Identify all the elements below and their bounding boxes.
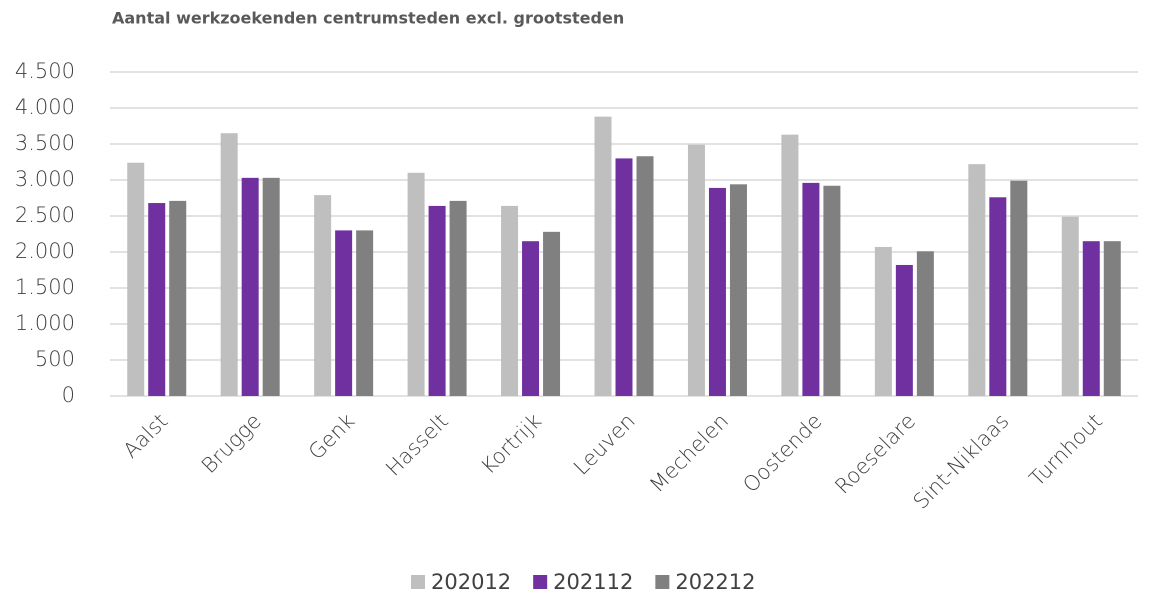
x-tick-label: Mechelen [645,409,733,497]
legend-swatch [411,575,425,589]
x-tick-label: Oostende [738,409,826,497]
bar [781,134,799,396]
y-tick-label: 1.000 [15,311,75,335]
bar [895,264,913,396]
bar [220,133,238,396]
legend-label: 202012 [431,570,511,594]
bar [262,177,280,396]
bar [543,231,561,396]
legend-swatch [533,575,548,589]
x-tick-label: Kortrijk [476,409,546,479]
bar [802,182,820,396]
bar [241,177,259,396]
bar [428,205,446,396]
bar [314,195,332,396]
bar [127,162,145,396]
bar [636,156,654,396]
x-tick-label: Roeselare [830,409,920,499]
bar [169,200,187,396]
y-tick-label: 3.500 [15,131,75,155]
bar [356,230,374,396]
chart-title: Aantal werkzoekenden centrumsteden excl.… [112,9,624,28]
y-tick-label: 2.500 [15,203,75,227]
legend-label: 202212 [675,570,755,594]
y-tick-label: 0 [62,383,75,407]
bar [148,203,166,396]
bar [335,230,353,396]
x-tick-label: Hasselt [381,409,453,481]
x-tick-label: Turnhout [1025,409,1107,491]
bar [687,144,705,396]
legend-label: 202112 [553,570,633,594]
bar [1061,216,1079,396]
bar [407,172,425,396]
x-tick-label: Genk [304,409,360,465]
bar [989,197,1007,396]
bar [522,241,540,396]
bar [916,251,934,396]
bar [968,164,986,396]
y-tick-label: 2.000 [15,239,75,263]
x-tick-label: Leuven [569,409,640,480]
y-tick-label: 3.000 [15,167,75,191]
y-tick-label: 4.500 [15,59,75,83]
bar [615,158,633,396]
bar [708,187,726,396]
legend: 202012 202112 202212 [411,570,756,594]
bar [449,200,467,396]
bar [1082,241,1100,396]
bar [1010,180,1028,396]
bar [501,205,519,396]
x-tick-label: Brugge [197,409,266,478]
x-tick-label: Aalst [119,409,173,463]
y-tick-label: 4.000 [15,95,75,119]
bar [1103,241,1121,396]
bar [823,185,841,396]
bar [594,116,612,396]
y-tick-label: 500 [35,347,75,371]
bar [729,184,747,396]
bar [874,246,892,396]
x-tick-label: Sint-Niklaas [909,409,1014,514]
y-tick-label: 1.500 [15,275,75,299]
legend-swatch [655,575,670,589]
